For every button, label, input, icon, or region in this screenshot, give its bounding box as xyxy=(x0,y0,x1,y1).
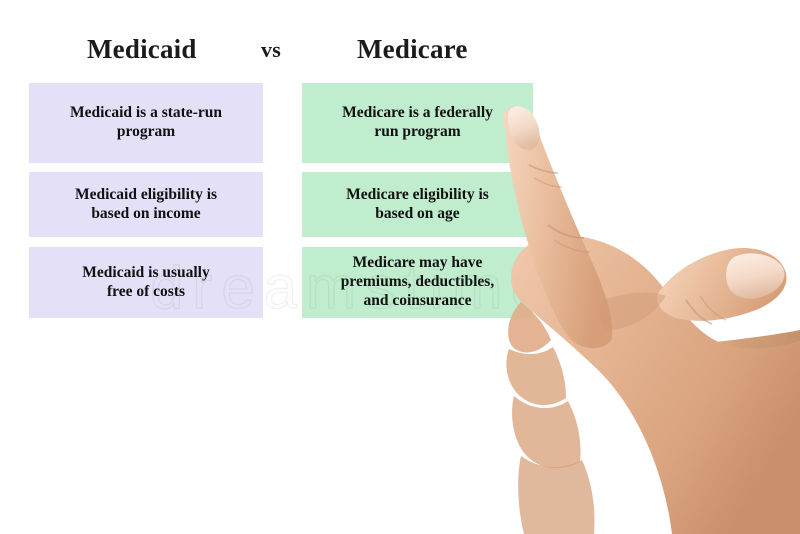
medicaid-fact-box-1: Medicaid is a state-run program xyxy=(29,83,263,163)
medicare-fact-box-2: Medicare eligibility is based on age xyxy=(302,172,533,237)
thumb-crease-1 xyxy=(685,299,713,325)
palm-shape xyxy=(511,235,800,534)
thumb-shape xyxy=(657,248,787,321)
index-finger-crease-2 xyxy=(533,177,563,188)
page-title-medicaid: Medicaid xyxy=(87,34,197,64)
medicare-fact-box-3: Medicare may have premiums, deductibles,… xyxy=(302,247,533,318)
knuckle-contour-2 xyxy=(506,347,566,406)
thumb-crease-2 xyxy=(699,295,727,321)
index-finger-knuckle-crease xyxy=(547,224,585,239)
medicaid-fact-box-3: Medicaid is usually free of costs xyxy=(29,247,263,318)
thumbnail xyxy=(726,253,785,299)
page-title-medicare: Medicare xyxy=(357,34,468,64)
index-finger-crease-1 xyxy=(528,164,559,174)
index-finger-knuckle-crease-2 xyxy=(553,239,591,253)
page-title-separator: vs xyxy=(261,37,281,62)
knuckle-contour-3 xyxy=(512,396,581,469)
knuckle-contour-4 xyxy=(518,456,595,534)
medicare-fact-box-1: Medicare is a federally run program xyxy=(302,83,533,163)
thumb-web-shading xyxy=(599,292,666,330)
medicaid-fact-box-2: Medicaid eligibility is based on income xyxy=(29,172,263,237)
forearm-shape xyxy=(612,330,800,534)
